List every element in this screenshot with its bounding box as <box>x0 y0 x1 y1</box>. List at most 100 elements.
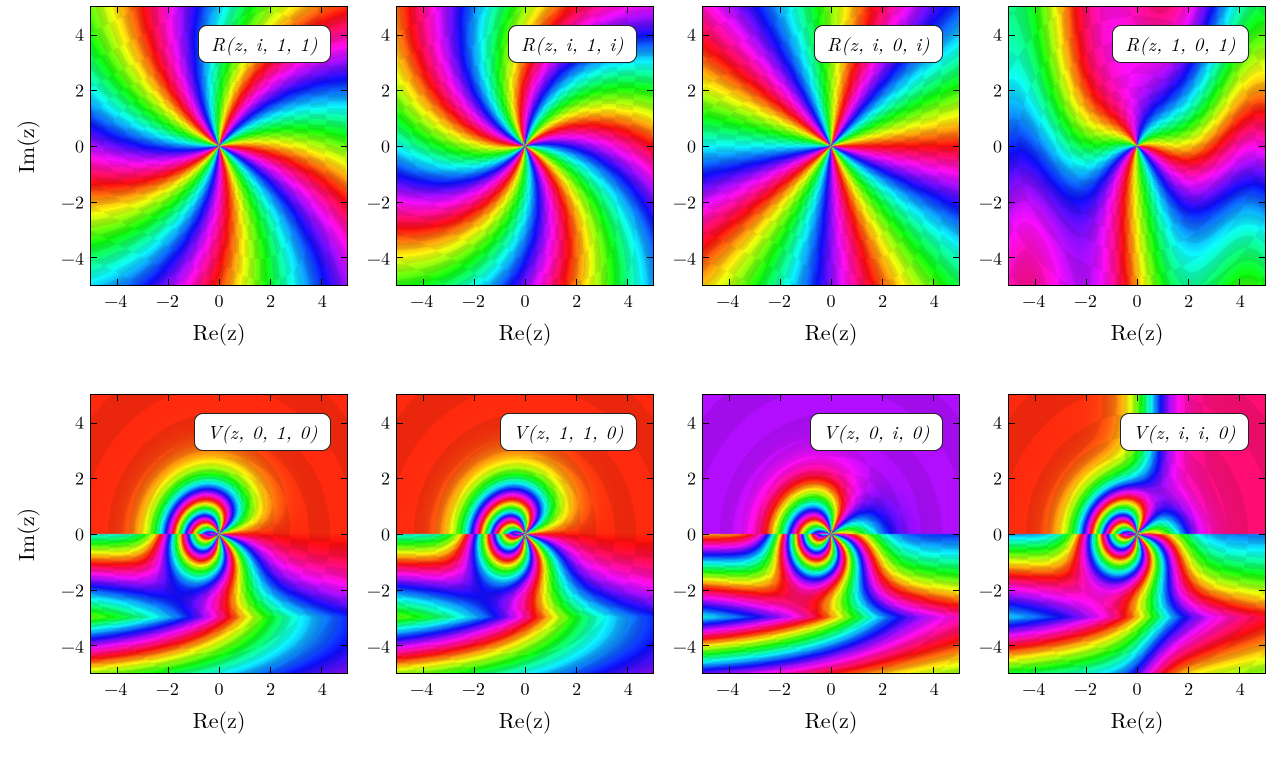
plot-wrap: −4−2024V(z, 1, 1, 0) <box>352 394 654 674</box>
frame-tick <box>1009 478 1015 479</box>
frame-tick <box>953 478 959 479</box>
panel-title-badge: V(z, 1, 1, 0) <box>500 413 637 451</box>
frame-tick <box>219 279 220 285</box>
xlabel: Re(z) <box>396 702 654 735</box>
x-ticks: −4−2024 <box>702 286 960 314</box>
frame-tick <box>703 35 709 36</box>
plot-frame: R(z, i, 1, i) <box>396 6 654 286</box>
frame-tick <box>953 146 959 147</box>
frame-tick <box>341 257 347 258</box>
frame-tick <box>1137 395 1138 401</box>
x-tick: −4 <box>410 288 433 313</box>
y-tick: 4 <box>75 22 84 47</box>
panel-title-badge: V(z, i, i, 0) <box>1120 413 1249 451</box>
frame-tick <box>933 7 934 13</box>
x-tick: −4 <box>716 288 739 313</box>
x-tick: −4 <box>104 676 127 701</box>
y-tick: 4 <box>993 22 1002 47</box>
xlabel: Re(z) <box>90 314 348 347</box>
y-tick: −2 <box>61 190 84 215</box>
frame-tick <box>270 667 271 673</box>
frame-tick <box>953 590 959 591</box>
panel-0-1: −4−2024R(z, i, 1, i)−4−2024Re(z) <box>352 6 654 347</box>
frame-tick <box>474 395 475 401</box>
frame-tick <box>117 395 118 401</box>
frame-tick <box>1259 423 1265 424</box>
y-tick: 2 <box>381 466 390 491</box>
x-tick: 4 <box>1236 676 1245 701</box>
y-ticks: −4−2024 <box>46 394 90 674</box>
x-ticks: −4−2024 <box>90 286 348 314</box>
x-tick: 0 <box>215 676 224 701</box>
frame-tick <box>117 667 118 673</box>
x-tick: 0 <box>215 288 224 313</box>
y-tick: 0 <box>993 522 1002 547</box>
panel-0-0: −4−2024R(z, i, 1, 1)−4−2024Re(z) <box>46 6 348 347</box>
y-ticks: −4−2024 <box>46 6 90 286</box>
x-ticks: −4−2024 <box>90 674 348 702</box>
plot-wrap: −4−2024R(z, i, 1, 1) <box>46 6 348 286</box>
y-tick: 0 <box>381 134 390 159</box>
frame-tick <box>703 90 709 91</box>
frame-tick <box>525 279 526 285</box>
x-tick: 2 <box>878 676 887 701</box>
y-ticks: −4−2024 <box>964 6 1008 286</box>
frame-tick <box>397 534 403 535</box>
row-top: Im(z) −4−2024R(z, i, 1, 1)−4−2024Re(z)−4… <box>6 6 1275 386</box>
frame-tick <box>703 202 709 203</box>
frame-tick <box>1009 534 1015 535</box>
xlabel: Re(z) <box>702 314 960 347</box>
frame-tick <box>397 590 403 591</box>
y-ticks: −4−2024 <box>352 6 396 286</box>
frame-tick <box>953 423 959 424</box>
frame-tick <box>627 667 628 673</box>
x-tick: 2 <box>572 676 581 701</box>
frame-tick <box>647 478 653 479</box>
plot-wrap: −4−2024R(z, 1, 0, 1) <box>964 6 1266 286</box>
frame-tick <box>219 667 220 673</box>
frame-tick <box>933 667 934 673</box>
frame-tick <box>1188 395 1189 401</box>
plot-frame: V(z, 1, 1, 0) <box>396 394 654 674</box>
x-tick: −2 <box>156 676 179 701</box>
frame-tick <box>1035 395 1036 401</box>
frame-tick <box>647 257 653 258</box>
frame-tick <box>1009 645 1015 646</box>
frame-tick <box>780 7 781 13</box>
frame-tick <box>647 534 653 535</box>
x-tick: 0 <box>827 676 836 701</box>
frame-tick <box>91 257 97 258</box>
frame-tick <box>341 478 347 479</box>
y-tick: 0 <box>687 134 696 159</box>
x-tick: −2 <box>1074 288 1097 313</box>
frame-tick <box>397 257 403 258</box>
x-tick: 2 <box>266 288 275 313</box>
frame-tick <box>703 257 709 258</box>
y-tick: −2 <box>367 578 390 603</box>
frame-tick <box>168 395 169 401</box>
frame-tick <box>729 7 730 13</box>
x-tick: 0 <box>521 676 530 701</box>
frame-tick <box>219 7 220 13</box>
y-tick: 2 <box>687 466 696 491</box>
frame-tick <box>1259 645 1265 646</box>
frame-tick <box>91 35 97 36</box>
frame-tick <box>270 279 271 285</box>
y-tick: −4 <box>673 634 696 659</box>
frame-tick <box>703 478 709 479</box>
frame-tick <box>831 7 832 13</box>
frame-tick <box>780 395 781 401</box>
frame-tick <box>576 395 577 401</box>
y-tick: −2 <box>673 578 696 603</box>
ylabel-col-1: Im(z) <box>6 394 46 674</box>
y-tick: −4 <box>367 634 390 659</box>
panel-0-3: −4−2024R(z, 1, 0, 1)−4−2024Re(z) <box>964 6 1266 347</box>
x-tick: 2 <box>878 288 887 313</box>
frame-tick <box>341 202 347 203</box>
frame-tick <box>1259 90 1265 91</box>
xlabel: Re(z) <box>396 314 654 347</box>
frame-tick <box>647 423 653 424</box>
frame-tick <box>1259 257 1265 258</box>
plot-wrap: −4−2024R(z, i, 1, i) <box>352 6 654 286</box>
x-tick: −4 <box>716 676 739 701</box>
